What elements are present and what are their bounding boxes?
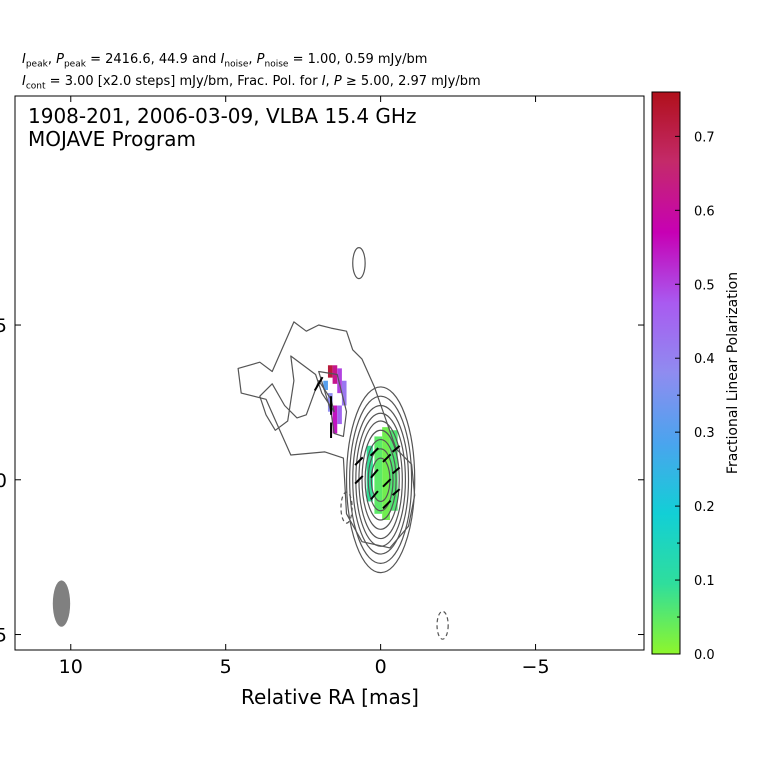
x-axis: 10 5 0 −5: [59, 96, 550, 678]
x-tick-label: −5: [522, 656, 550, 678]
frac-pol-pixel: [382, 427, 390, 521]
comma: ,: [325, 74, 330, 89]
frac-pol-pixel: [389, 430, 398, 511]
jet-inner-contour: [259, 355, 335, 431]
sub-peak: peak: [63, 59, 86, 70]
plot-frame: [14, 95, 645, 651]
equals: =: [292, 52, 304, 67]
evpa-tick: [370, 490, 379, 501]
colorbar-label: Fractional Linear Polarization: [725, 272, 741, 474]
colorbar-tick-label: 0.3: [694, 426, 715, 441]
sym-p: P: [56, 52, 64, 67]
sym-i: I: [22, 74, 26, 89]
evpa-tick: [313, 376, 324, 392]
sym-p: P: [333, 74, 342, 89]
colorbar-tick-label: 0.5: [694, 278, 715, 293]
sub-noise: noise: [224, 59, 249, 70]
header-line-peak-noise: Ipeak, Ppeak = 2416.6, 44.9 and Inoise, …: [22, 52, 427, 70]
frac-pol-pixel: [341, 380, 347, 406]
colorbar-tick-label: 0.4: [694, 352, 715, 367]
colorbar-gradient: [651, 91, 681, 655]
evpa-tick: [354, 475, 364, 485]
colorbar-tick-label: 0.7: [694, 130, 715, 145]
sym-i: I: [220, 52, 225, 67]
geq: ≥: [345, 74, 357, 89]
frac-pol-pixel: [366, 445, 373, 502]
evpa-tick: [370, 468, 379, 479]
sym-i: I: [321, 74, 326, 89]
sub-noise: noise: [264, 59, 289, 70]
y-tick-label: 5: [0, 625, 7, 647]
jet-outer-contour: [237, 321, 416, 549]
plot-area: [52, 247, 449, 640]
comma: ,: [248, 52, 253, 67]
beam-ellipse: [52, 580, 71, 627]
x-axis-label: Relative RA [mas]: [241, 685, 419, 709]
and-word: and: [191, 52, 217, 67]
peak-values: 2416.6, 44.9: [105, 52, 188, 67]
x-tick-label: 10: [59, 656, 83, 678]
colorbar-tick-label: 0.6: [694, 204, 715, 219]
x-tick-label: 0: [375, 656, 387, 678]
core-contour: [349, 395, 413, 564]
colorbar-tick-label: 0.1: [694, 574, 715, 589]
sym-i: I: [22, 52, 26, 67]
evpa-tick: [382, 478, 392, 488]
chart-subtitle: MOJAVE Program: [28, 127, 196, 151]
noise-values: 1.00, 0.59 mJy/bm: [307, 52, 428, 67]
core-contour: [361, 429, 400, 530]
comma: ,: [47, 52, 52, 67]
core-contour: [367, 448, 394, 512]
isolated-contour: [352, 247, 366, 280]
evpa-tick: [391, 466, 401, 475]
colorbar: 0.0 0.1 0.2 0.3 0.4 0.5 0.6 0.7 Fractional Linea…: [651, 91, 741, 663]
sub-cont: cont: [25, 81, 46, 92]
sym-p: P: [256, 52, 265, 67]
sub-peak: peak: [25, 59, 48, 70]
core-contour: [345, 386, 416, 574]
equals: =: [49, 74, 61, 89]
frac-pol-pixel: [337, 368, 342, 394]
pol-thresholds: 5.00, 2.97 mJy/bm: [360, 74, 481, 89]
x-tick-label: 5: [220, 656, 232, 678]
frac-pol-pixel: [323, 380, 328, 391]
core-contour: [364, 438, 397, 521]
y-tick-label: 0: [0, 470, 7, 492]
evpa-tick: [391, 488, 401, 496]
evpa-tick: [369, 447, 379, 457]
colorbar-tick-label: 0.0: [694, 648, 715, 663]
colorbar-tick-label: 0.2: [694, 500, 715, 515]
frac-pol-pixel: [332, 405, 338, 434]
evpa-tick: [354, 456, 364, 466]
negative-contour: [436, 610, 449, 640]
header-line-contours: Icont = 3.00 [x2.0 steps] mJy/bm, Frac. …: [22, 74, 481, 92]
evpa-tick: [382, 453, 392, 463]
cont-value: 3.00 [x2.0 steps] mJy/bm, Frac. Pol. for: [64, 74, 318, 89]
frac-pol-pixel: [327, 365, 333, 378]
frac-pol-pixel: [374, 436, 383, 514]
chart-title: 1908-201, 2006-03-09, VLBA 15.4 GHz: [28, 104, 416, 128]
y-axis: 5 0 5: [0, 315, 644, 647]
frac-pol-pixel: [337, 405, 342, 425]
y-tick-label: 5: [0, 315, 7, 337]
equals: =: [90, 52, 101, 67]
negative-contour: [340, 491, 353, 524]
evpa-tick: [391, 445, 401, 453]
evpa-tick: [382, 499, 392, 510]
